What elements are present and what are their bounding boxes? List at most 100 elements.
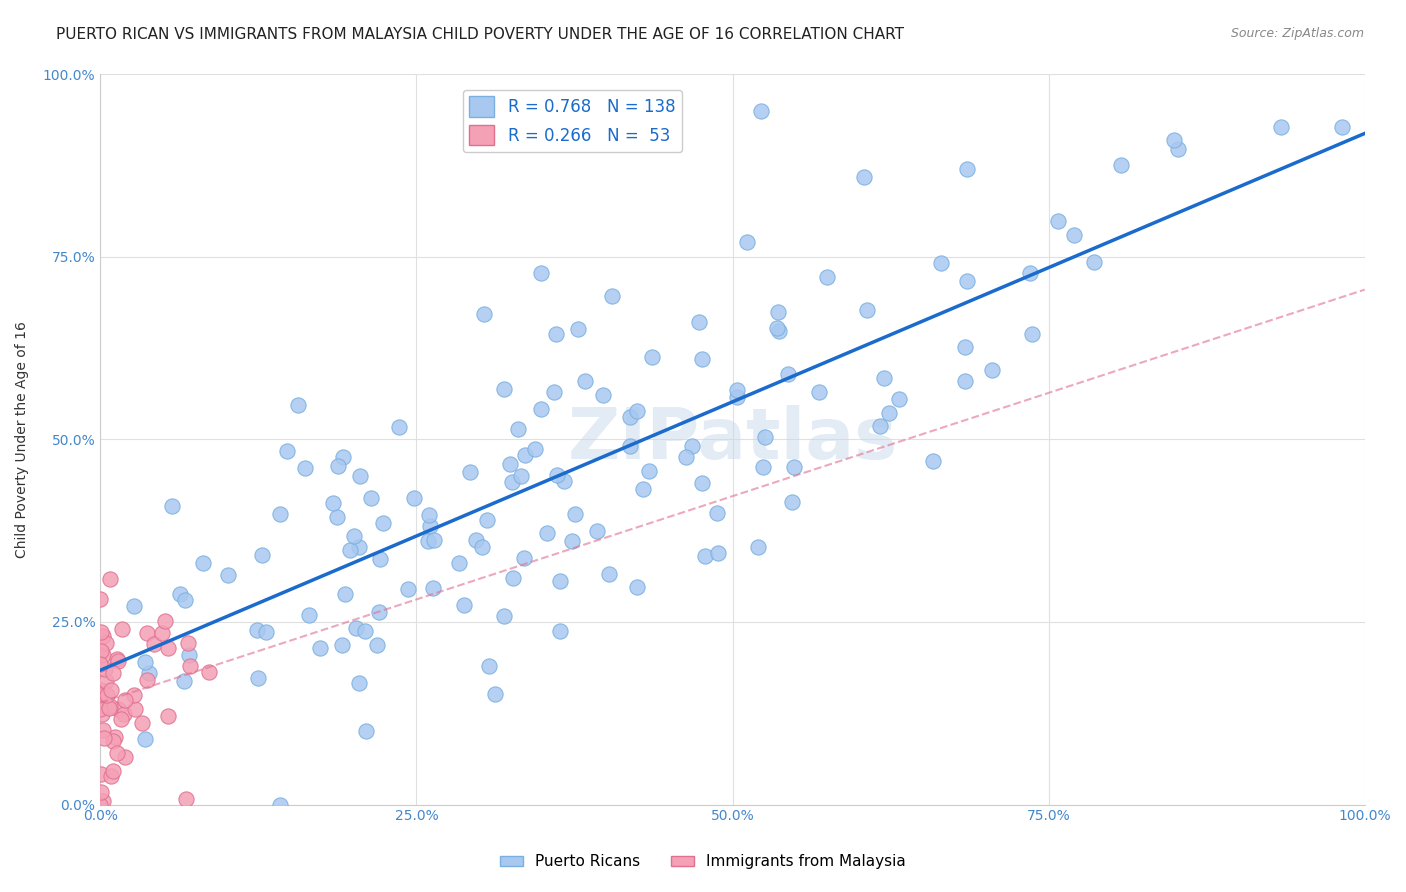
Point xyxy=(1047,213,1070,227)
Point xyxy=(681,439,703,453)
Point xyxy=(269,797,291,812)
Point xyxy=(416,534,439,549)
Point xyxy=(122,599,145,613)
Point xyxy=(747,541,769,555)
Point xyxy=(782,459,804,474)
Point xyxy=(294,461,316,475)
Point xyxy=(475,513,498,527)
Point xyxy=(246,671,269,685)
Point xyxy=(91,628,114,642)
Point xyxy=(602,289,624,303)
Point xyxy=(1111,158,1133,172)
Point xyxy=(484,687,506,701)
Point xyxy=(626,580,648,594)
Point xyxy=(453,598,475,612)
Point xyxy=(553,474,575,488)
Point xyxy=(544,326,567,341)
Point xyxy=(567,322,589,336)
Point xyxy=(768,324,790,338)
Point xyxy=(494,608,516,623)
Text: PUERTO RICAN VS IMMIGRANTS FROM MALAYSIA CHILD POVERTY UNDER THE AGE OF 16 CORRE: PUERTO RICAN VS IMMIGRANTS FROM MALAYSIA… xyxy=(56,27,904,42)
Point xyxy=(546,468,568,483)
Point xyxy=(169,587,191,601)
Point xyxy=(89,699,111,714)
Point xyxy=(368,552,391,566)
Point xyxy=(564,508,586,522)
Point xyxy=(1083,255,1105,269)
Point xyxy=(138,666,160,681)
Point xyxy=(153,614,176,628)
Point xyxy=(815,269,838,284)
Point xyxy=(326,509,349,524)
Point xyxy=(956,275,979,289)
Point xyxy=(197,665,219,679)
Point xyxy=(354,723,377,738)
Point xyxy=(339,543,361,558)
Point xyxy=(97,701,120,715)
Point xyxy=(114,750,136,764)
Point xyxy=(706,506,728,520)
Point xyxy=(96,688,118,702)
Point xyxy=(89,591,111,606)
Point xyxy=(179,648,201,662)
Point xyxy=(105,651,128,665)
Point xyxy=(131,715,153,730)
Point xyxy=(524,442,547,456)
Point xyxy=(100,770,122,784)
Point xyxy=(333,587,356,601)
Point xyxy=(322,496,344,510)
Point xyxy=(766,305,789,319)
Point xyxy=(287,398,309,412)
Point xyxy=(423,533,446,547)
Point xyxy=(142,637,165,651)
Point xyxy=(177,636,200,650)
Point xyxy=(592,387,614,401)
Point xyxy=(502,571,524,585)
Point xyxy=(89,797,111,812)
Point xyxy=(458,465,481,479)
Point xyxy=(173,592,195,607)
Point xyxy=(513,550,536,565)
Point xyxy=(690,475,713,490)
Point xyxy=(1163,133,1185,147)
Point xyxy=(536,526,558,541)
Point xyxy=(640,350,662,364)
Point xyxy=(136,625,159,640)
Point xyxy=(90,644,112,658)
Point xyxy=(91,794,114,808)
Point xyxy=(107,654,129,668)
Point xyxy=(675,450,697,464)
Text: ZIPatlas: ZIPatlas xyxy=(568,405,897,474)
Point xyxy=(122,688,145,702)
Point xyxy=(515,448,537,462)
Point xyxy=(90,785,112,799)
Point xyxy=(343,529,366,543)
Point xyxy=(94,636,117,650)
Point xyxy=(782,494,804,508)
Point xyxy=(332,638,354,652)
Point xyxy=(929,256,952,270)
Point xyxy=(754,430,776,444)
Legend: R = 0.768   N = 138, R = 0.266   N =  53: R = 0.768 N = 138, R = 0.266 N = 53 xyxy=(463,90,682,152)
Point xyxy=(89,702,111,716)
Point xyxy=(638,464,661,478)
Point xyxy=(1330,120,1353,134)
Point xyxy=(422,582,444,596)
Point xyxy=(371,516,394,530)
Point xyxy=(269,507,291,521)
Point xyxy=(173,673,195,688)
Point xyxy=(1063,227,1085,242)
Point xyxy=(561,534,583,549)
Point xyxy=(174,792,197,806)
Point xyxy=(89,688,111,702)
Point xyxy=(94,662,117,676)
Point xyxy=(89,657,111,671)
Point xyxy=(543,385,565,400)
Point xyxy=(91,648,114,663)
Point xyxy=(360,491,382,505)
Point xyxy=(93,731,115,745)
Point xyxy=(309,640,332,655)
Point xyxy=(114,693,136,707)
Point xyxy=(217,568,239,582)
Point xyxy=(550,624,572,638)
